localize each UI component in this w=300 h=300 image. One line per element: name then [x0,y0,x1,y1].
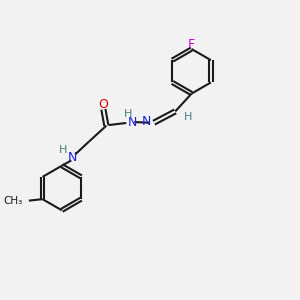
Text: N: N [128,116,137,129]
Text: N: N [68,151,77,164]
Text: CH₃: CH₃ [4,196,23,206]
Text: H: H [59,145,68,155]
Text: N: N [142,115,152,128]
Text: H: H [184,112,192,122]
Text: H: H [124,109,132,119]
Text: F: F [188,38,195,51]
Text: O: O [98,98,108,111]
